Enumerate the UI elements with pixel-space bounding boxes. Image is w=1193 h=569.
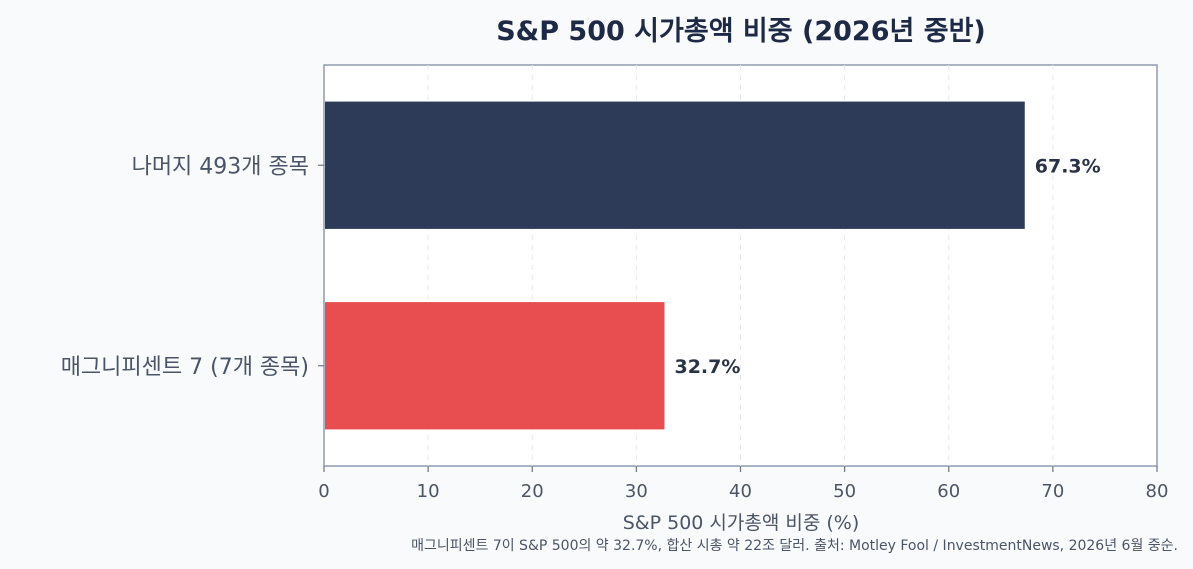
x-tick-label: 80	[1146, 481, 1169, 502]
bar	[325, 302, 665, 430]
x-tick-label: 50	[833, 481, 856, 502]
x-tick-label: 40	[729, 481, 752, 502]
chart-title: S&P 500 시가총액 비중 (2026년 중반)	[496, 16, 986, 47]
bar-value-label: 67.3%	[1035, 155, 1101, 177]
x-tick-label: 10	[417, 481, 440, 502]
x-tick-label: 20	[521, 481, 544, 502]
bars: 67.3% 32.7%	[325, 101, 1101, 430]
footnote: 매그니피센트 7이 S&P 500의 약 32.7%, 합산 시총 약 22조 …	[411, 538, 1178, 554]
bar	[325, 101, 1025, 229]
y-tick-label: 매그니피센트 7 (7개 종목)	[61, 355, 309, 380]
x-tick-label: 0	[318, 481, 329, 502]
x-tick-label: 30	[625, 481, 648, 502]
x-tick-label: 70	[1041, 481, 1064, 502]
x-tick-label: 60	[937, 481, 960, 502]
x-axis-label: S&P 500 시가총액 비중 (%)	[623, 512, 860, 534]
bar-value-label: 32.7%	[674, 356, 740, 378]
y-tick-label: 나머지 493개 종목	[132, 154, 309, 179]
